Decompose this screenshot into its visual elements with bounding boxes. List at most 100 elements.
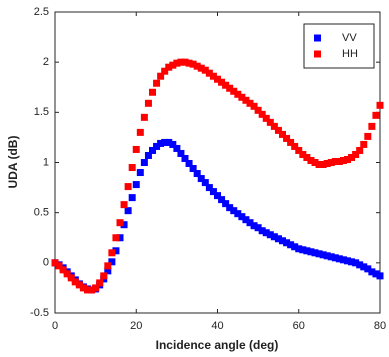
- point: [234, 90, 242, 98]
- point: [214, 75, 221, 83]
- point: [128, 164, 136, 172]
- point: [177, 149, 185, 157]
- point: [75, 281, 83, 289]
- point: [116, 234, 124, 242]
- point: [173, 144, 181, 152]
- point: [149, 88, 156, 96]
- point: [258, 227, 266, 235]
- point: [218, 78, 226, 86]
- point: [335, 157, 343, 165]
- point: [295, 245, 303, 253]
- point: [136, 169, 144, 177]
- point: [372, 111, 380, 119]
- point: [307, 156, 315, 164]
- point: [218, 196, 226, 204]
- point: [59, 266, 67, 274]
- point: [327, 253, 335, 261]
- point: [132, 181, 140, 189]
- point: [230, 87, 238, 95]
- point: [250, 222, 258, 230]
- point: [323, 252, 331, 260]
- y-tick-label: -0.5: [30, 307, 49, 319]
- point: [177, 58, 185, 66]
- point: [230, 207, 238, 215]
- point: [157, 139, 165, 147]
- point: [55, 262, 63, 270]
- point: [331, 254, 339, 262]
- point: [311, 249, 319, 257]
- point: [153, 142, 161, 150]
- point: [104, 262, 112, 270]
- point: [193, 170, 201, 178]
- point: [128, 194, 136, 202]
- x-tick-label: 80: [374, 320, 386, 332]
- point: [291, 142, 299, 150]
- point: [96, 279, 104, 287]
- point: [169, 140, 177, 148]
- point: [140, 113, 148, 121]
- y-tick-label: 0.5: [34, 207, 49, 219]
- y-tick-label: 1.5: [34, 106, 49, 118]
- point: [161, 138, 169, 146]
- point: [181, 58, 189, 66]
- point: [71, 278, 79, 286]
- point: [205, 69, 213, 77]
- point: [319, 251, 327, 259]
- y-axis-label: UDA (dB): [6, 136, 20, 189]
- point: [339, 156, 347, 164]
- point: [242, 96, 250, 104]
- point: [120, 221, 128, 229]
- point: [120, 201, 128, 209]
- point: [262, 229, 270, 237]
- point: [197, 175, 205, 183]
- point: [149, 146, 156, 154]
- point: [348, 258, 356, 266]
- point: [291, 243, 299, 251]
- point: [112, 234, 120, 242]
- point: [360, 140, 368, 148]
- point: [165, 63, 173, 71]
- point: [226, 84, 234, 92]
- point: [323, 160, 331, 168]
- point: [315, 250, 323, 258]
- point: [185, 160, 193, 168]
- x-tick-label: 20: [130, 320, 142, 332]
- point: [356, 146, 364, 154]
- point: [242, 216, 250, 224]
- point: [315, 161, 323, 169]
- point: [153, 79, 161, 87]
- point: [279, 130, 286, 138]
- point: [344, 155, 351, 163]
- x-axis-label: Incidence angle (deg): [156, 338, 279, 352]
- point: [100, 272, 108, 280]
- point: [193, 62, 201, 70]
- x-tick-label: 60: [293, 320, 305, 332]
- point: [197, 64, 205, 72]
- point: [92, 284, 100, 292]
- point: [266, 118, 274, 126]
- y-tick-label: 1: [43, 156, 49, 168]
- point: [214, 192, 221, 200]
- point: [287, 241, 295, 249]
- point: [331, 157, 339, 165]
- point: [319, 161, 327, 169]
- point: [270, 233, 278, 241]
- point: [169, 61, 177, 69]
- point: [254, 224, 262, 232]
- point: [205, 184, 213, 192]
- point: [356, 261, 364, 269]
- point: [51, 259, 59, 267]
- point: [250, 102, 258, 110]
- point: [112, 247, 120, 255]
- point: [63, 270, 71, 278]
- point: [303, 247, 311, 255]
- point: [157, 72, 165, 80]
- point: [234, 210, 242, 218]
- point: [299, 246, 307, 254]
- point: [161, 67, 169, 75]
- point: [136, 128, 144, 136]
- point: [132, 145, 140, 153]
- point: [279, 237, 286, 245]
- point: [165, 138, 173, 146]
